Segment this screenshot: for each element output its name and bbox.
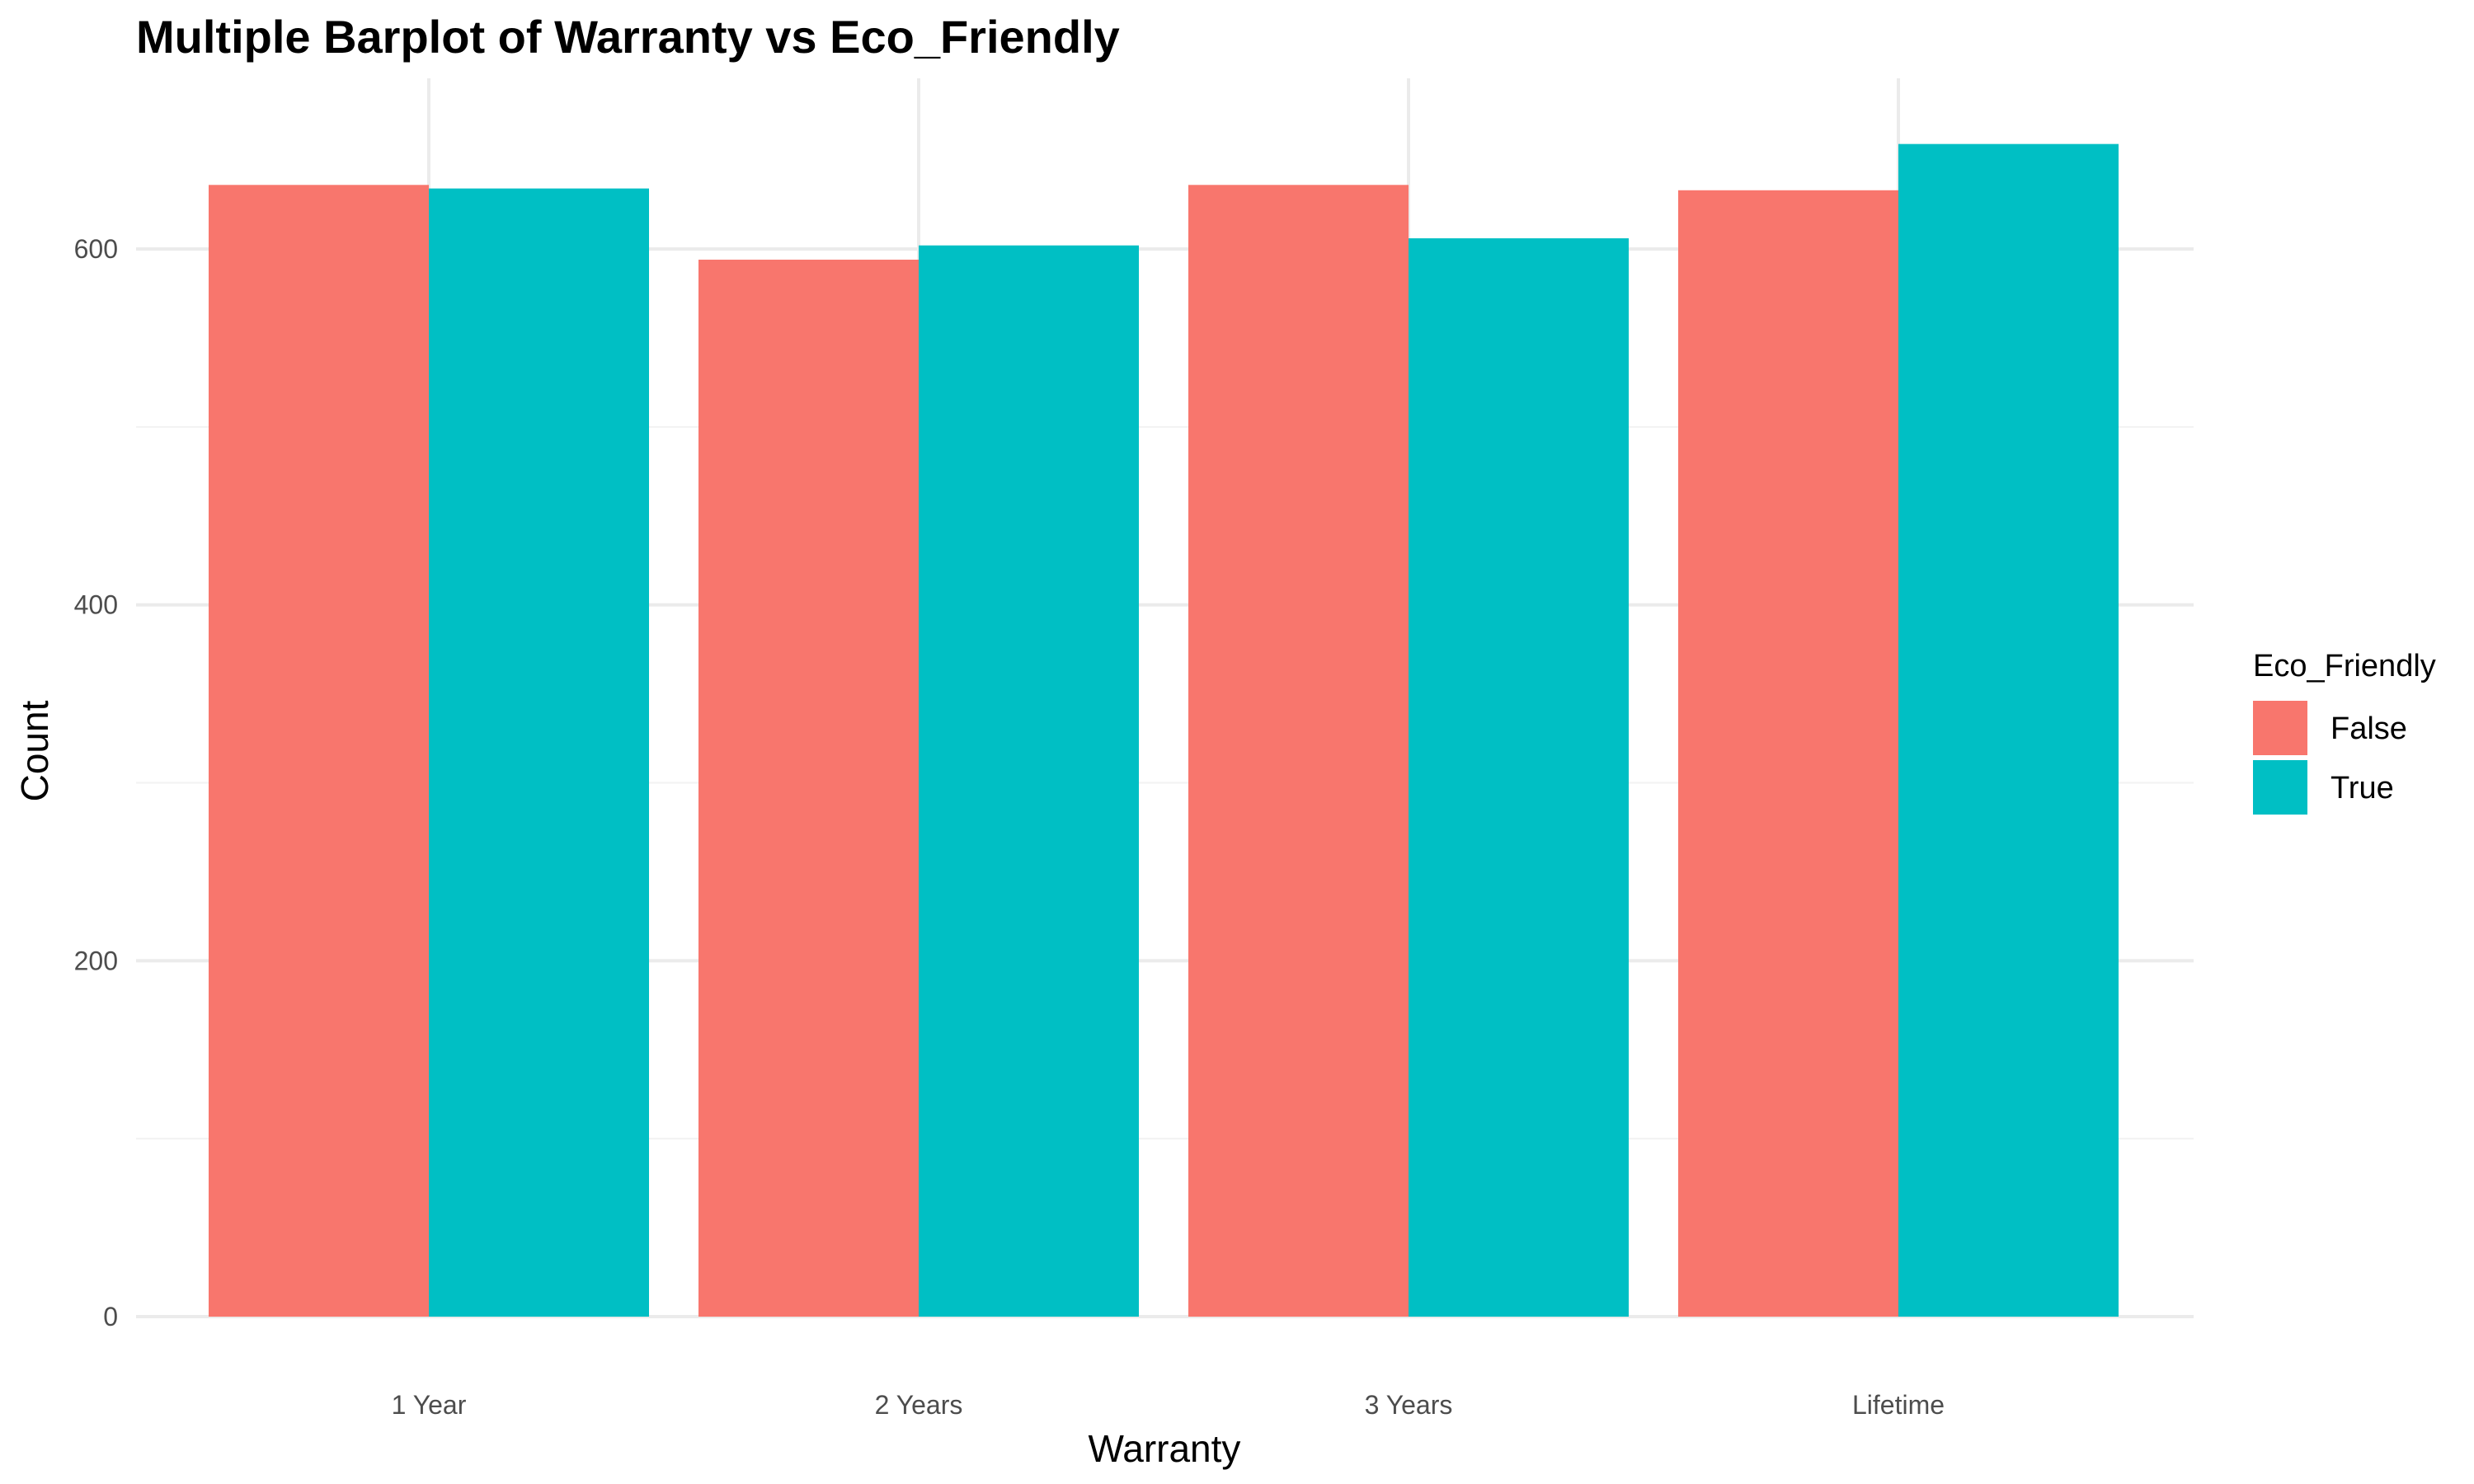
legend: Eco_Friendly False True xyxy=(2253,649,2436,815)
x-tick-label-3: Lifetime xyxy=(1852,1390,1945,1420)
bar-false-2-years xyxy=(698,259,919,1317)
chart-title: Multiple Barplot of Warranty vs Eco_Frie… xyxy=(136,11,1120,63)
bar-true-2-years xyxy=(919,245,1139,1317)
x-axis-ticks: 1 Year 2 Years 3 Years Lifetime xyxy=(392,1390,1945,1420)
legend-key-false xyxy=(2253,701,2307,755)
y-axis-title: Count xyxy=(13,700,56,801)
y-tick-label-2: 400 xyxy=(74,590,118,620)
legend-title: Eco_Friendly xyxy=(2253,649,2436,683)
bar-false-3-years xyxy=(1188,185,1409,1317)
bar-true-lifetime xyxy=(1898,143,2119,1317)
bars xyxy=(209,143,2119,1317)
bar-false-1-year xyxy=(209,185,429,1317)
bar-false-lifetime xyxy=(1678,190,1898,1317)
y-tick-label-0: 0 xyxy=(103,1302,118,1331)
legend-label-true: True xyxy=(2331,771,2394,805)
x-axis-title: Warranty xyxy=(1089,1427,1241,1470)
y-tick-label-3: 600 xyxy=(74,234,118,264)
legend-key-true xyxy=(2253,760,2307,815)
bar-true-3-years xyxy=(1409,238,1629,1317)
y-axis-ticks: 0 200 400 600 xyxy=(74,234,118,1331)
bar-true-1-year xyxy=(429,188,649,1317)
legend-label-false: False xyxy=(2331,711,2407,746)
legend-items: False True xyxy=(2253,701,2407,815)
y-tick-label-1: 200 xyxy=(74,946,118,975)
x-tick-label-0: 1 Year xyxy=(392,1390,467,1420)
x-tick-label-2: 3 Years xyxy=(1365,1390,1453,1420)
x-tick-label-1: 2 Years xyxy=(875,1390,963,1420)
